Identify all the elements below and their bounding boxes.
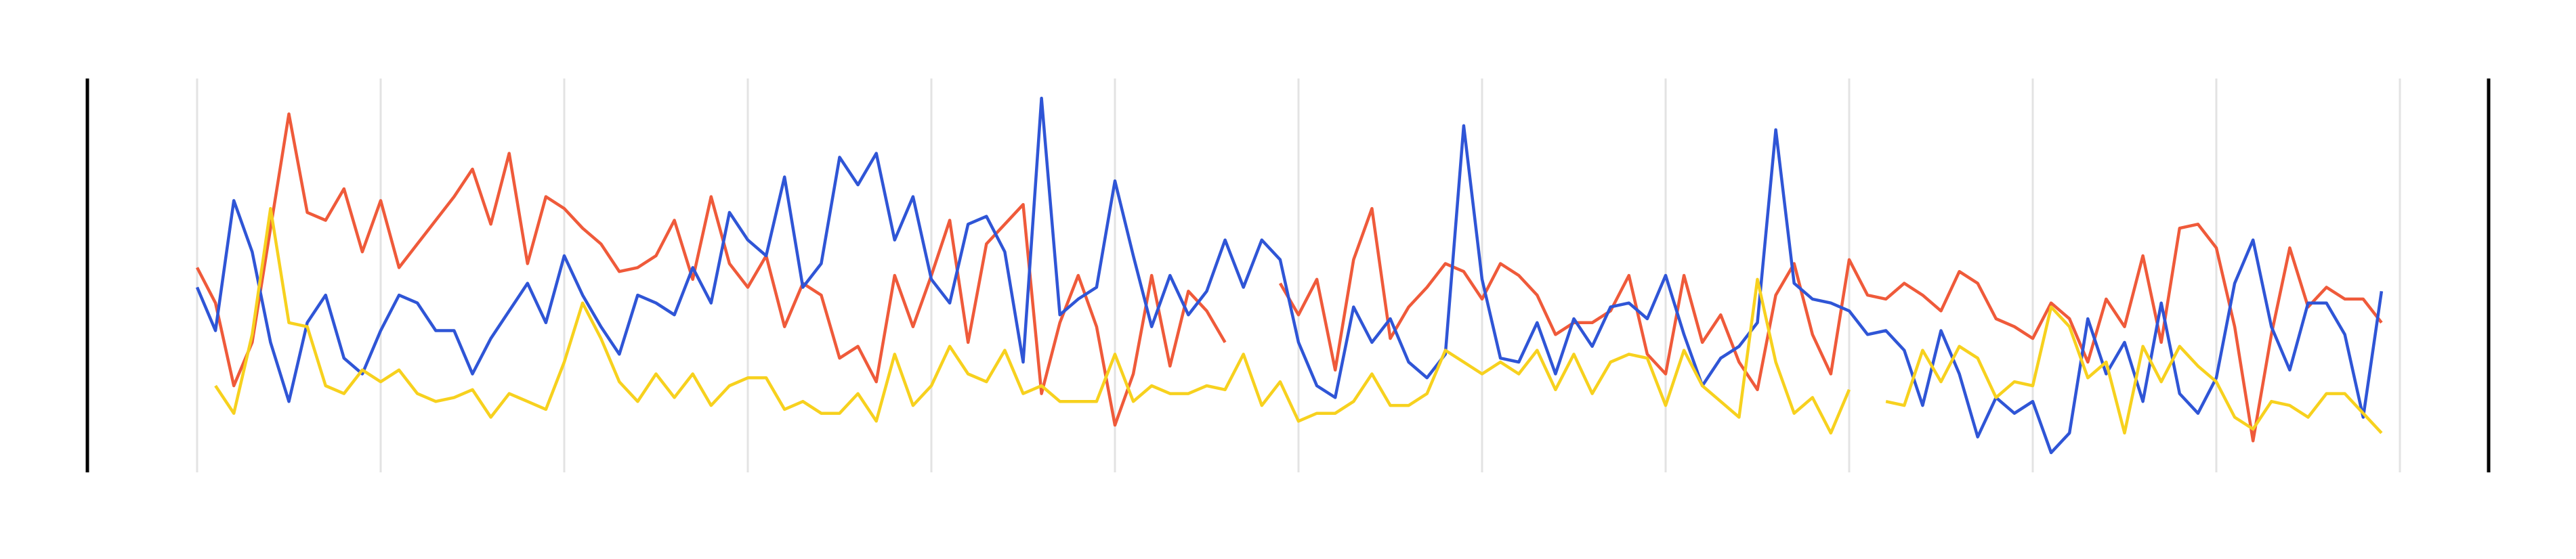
series-line [195,96,2384,455]
grid [196,79,2401,472]
lines [195,96,2384,455]
series-line [196,112,2383,443]
series-line [214,206,2383,435]
